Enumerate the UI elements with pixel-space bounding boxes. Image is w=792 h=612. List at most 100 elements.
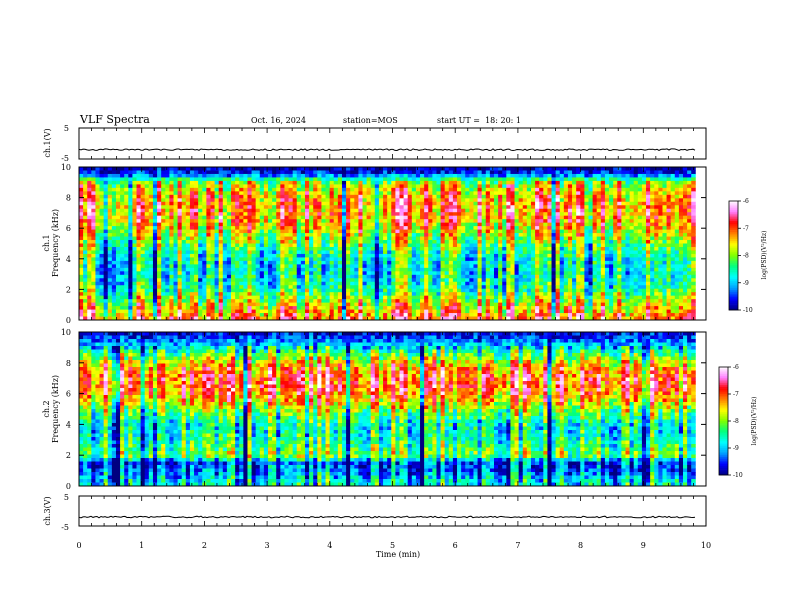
ch1-spectrogram-cell (304, 215, 310, 220)
ch1-spectrogram-cell (120, 240, 125, 244)
ch1-spectrogram-cell (461, 194, 466, 199)
ch1-spectrogram-cell (518, 295, 524, 300)
ch1-spectrogram-cell (374, 180, 380, 185)
ch1-spectrogram-cell (218, 219, 224, 224)
ch1-spectrogram-cell (243, 302, 248, 307)
ch1-spectrogram-cell (473, 271, 478, 276)
ch1-spectrogram-cell (522, 222, 528, 227)
ch1-spectrogram-cell (107, 212, 113, 217)
ch1-spectrogram-cell (173, 194, 179, 199)
ch1-spectrogram-cell (526, 219, 532, 224)
ch1-spectrogram-cell (391, 226, 396, 230)
ch1-spectrogram-cell (518, 302, 524, 307)
ch1-spectrogram-cell (235, 208, 240, 213)
ch1-spectrogram-cell (350, 274, 355, 279)
ch1-spectrogram-cell (115, 299, 121, 304)
ch1-spectrogram-cell (128, 246, 133, 251)
ch1-spectrogram-cell (280, 170, 285, 175)
ch1-spectrogram-cell (251, 167, 257, 171)
ch1-spectrogram-cell (144, 295, 150, 300)
ch1-spectrogram-cell (206, 180, 211, 185)
ch1-spectrogram-cell (218, 212, 224, 217)
ch1-spectrogram-cell (317, 271, 322, 276)
ch1-spectrogram-cell (539, 233, 544, 237)
ch1-spectrogram-cell (535, 246, 540, 251)
ch1-spectrogram-cell (378, 180, 384, 185)
ch1-spectrogram-cell (296, 212, 302, 217)
ch1-spectrogram-cell (489, 260, 495, 265)
ch1-spectrogram-cell (292, 316, 298, 321)
ch1-spectrogram-cell (313, 257, 318, 262)
ch1-spectrogram-cell (481, 170, 487, 175)
ch1-spectrogram-cell (518, 194, 524, 199)
ch1-spectrogram-cell (506, 306, 511, 310)
ch1-spectrogram-cell (115, 233, 121, 237)
ch1-spectrogram-cell (99, 281, 105, 286)
ch1-spectrogram-cell (177, 250, 183, 255)
ch1-spectrogram-cell (161, 288, 166, 293)
ch1-spectrogram-cell (111, 187, 117, 192)
ch1-spectrogram-cell (231, 306, 236, 310)
ch1-spectrogram-cell (518, 309, 524, 314)
ch1-spectrogram-cell (272, 285, 277, 290)
ch1-spectrogram-cell (518, 215, 524, 220)
ch1-spectrogram-cell (161, 205, 166, 210)
ch1-spectrogram-cell (457, 306, 462, 310)
ch1-spectrogram-cell (494, 187, 499, 192)
ch1-spectrogram-cell (243, 313, 248, 317)
ch1-spectrogram-cell (502, 222, 507, 227)
ch1-spectrogram-cell (132, 177, 137, 182)
ch1-spectrogram-cell (300, 278, 306, 283)
ch1-spectrogram-cell (173, 177, 179, 182)
ch1-spectrogram-cell (202, 267, 207, 272)
ch1-spectrogram-cell (485, 253, 491, 258)
ch1-spectrogram-cell (185, 226, 191, 230)
ch1-spectrogram-cell (436, 212, 441, 217)
ch1-spectrogram-cell (321, 233, 326, 237)
ch1-spectrogram-cell (374, 264, 380, 269)
ch1-spectrogram-cell (473, 299, 478, 304)
ch1-spectrogram-cell (189, 260, 195, 265)
ch1-spectrogram-cell (485, 243, 491, 248)
ch1-spectrogram-cell (111, 173, 117, 178)
ch1-spectrogram-cell (485, 201, 491, 206)
ch1-spectrogram-cell (181, 215, 187, 220)
ch1-spectrogram-cell (161, 281, 166, 286)
ch1-spectrogram-cell (428, 226, 433, 230)
ch1-spectrogram-cell (235, 285, 240, 290)
ch1-spectrogram-cell (83, 316, 88, 321)
ch1-spectrogram-cell (226, 267, 232, 272)
ch1-spectrogram-cell (395, 240, 400, 244)
ch1-spectrogram-cell (144, 226, 150, 230)
ch1-spectrogram-cell (140, 191, 146, 196)
ch1-spectrogram-cell (469, 295, 474, 300)
ch1-spectrogram-cell (91, 208, 96, 213)
ch1-spectrogram-cell (148, 267, 154, 272)
ch1-spectrogram-cell (535, 208, 540, 213)
ch1-spectrogram-cell (321, 288, 326, 293)
ch1-spectrogram-cell (448, 257, 454, 262)
ch1-spectrogram-cell (259, 264, 265, 269)
ch1-spectrogram-cell (218, 173, 224, 178)
ch1-spectrogram-cell (124, 246, 129, 251)
ch1-spectrogram-cell (489, 215, 495, 220)
ch1-spectrogram-cell (358, 264, 363, 269)
ch1-spectrogram-cell (272, 316, 277, 321)
ch1-spectrogram-cell (144, 313, 150, 317)
ch1-spectrogram-cell (321, 184, 326, 189)
ch1-spectrogram-cell (210, 253, 215, 258)
ch1-spectrogram-cell (292, 236, 298, 241)
ch1-spectrogram-cell (194, 267, 199, 272)
ch1-spectrogram-cell (313, 170, 318, 175)
ch1-spectrogram-cell (304, 243, 310, 248)
ch1-spectrogram-cell (489, 222, 495, 227)
ch1-spectrogram-cell (313, 299, 318, 304)
ch1-spectrogram-cell (498, 180, 503, 185)
ch1-spectrogram-cell (485, 260, 491, 265)
ch1-spectrogram-cell (411, 274, 417, 279)
ch1-spectrogram-cell (403, 292, 409, 297)
ch1-spectrogram-cell (272, 253, 277, 258)
ch1-spectrogram-cell (284, 194, 289, 199)
ch1-spectrogram-cell (543, 212, 548, 217)
ch1-spectrogram-cell (268, 316, 273, 321)
